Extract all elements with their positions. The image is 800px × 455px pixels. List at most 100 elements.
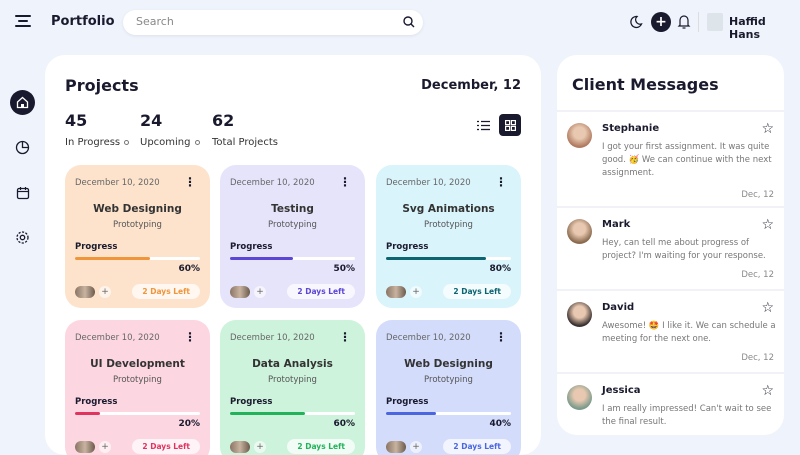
projects-date: December, 12 — [421, 78, 521, 93]
progress-label: Progress — [75, 397, 118, 407]
search-icon[interactable] — [403, 16, 415, 28]
more-options-icon[interactable]: ⋮ — [495, 330, 507, 344]
nav-calendar[interactable] — [10, 180, 35, 205]
days-left-badge: 2 Days Left — [287, 284, 355, 299]
team-avatars — [75, 441, 95, 453]
project-card[interactable]: December 10, 2020 ⋮ Testing Prototyping … — [220, 165, 365, 308]
more-options-icon[interactable]: ⋮ — [339, 175, 351, 189]
list-view-button[interactable] — [472, 114, 494, 136]
card-date: December 10, 2020 — [75, 178, 160, 188]
message-date: Dec, 12 — [741, 190, 774, 200]
avatar — [567, 123, 592, 148]
card-date: December 10, 2020 — [230, 333, 315, 343]
sender-name: Mark — [602, 219, 631, 230]
card-title: UI Development — [90, 358, 185, 370]
gear-icon — [16, 231, 29, 244]
progress-percent: 80% — [489, 264, 511, 274]
team-avatars — [75, 286, 95, 298]
grid-view-button[interactable] — [499, 114, 521, 136]
avatar — [567, 302, 592, 327]
message-item[interactable]: David ☆ Awesome! 🤩 I like it. We can sch… — [557, 289, 784, 372]
sender-name: Jessica — [602, 385, 641, 396]
stat-total: 62 Total Projects — [212, 111, 278, 149]
project-card[interactable]: December 10, 2020 ⋮ Web Designing Protot… — [65, 165, 210, 308]
more-options-icon[interactable]: ⋮ — [184, 175, 196, 189]
days-left-badge: 2 Days Left — [443, 284, 511, 299]
card-subtitle: Prototyping — [113, 375, 162, 385]
add-member-button[interactable]: + — [254, 286, 266, 298]
team-avatars — [386, 286, 406, 298]
nav-home[interactable] — [10, 90, 35, 115]
progress-label: Progress — [386, 397, 429, 407]
user-avatar[interactable] — [707, 13, 723, 31]
add-button[interactable]: + — [651, 12, 671, 32]
message-text: Awesome! 🤩 I like it. We can schedule a … — [602, 321, 776, 344]
card-subtitle: Prototyping — [424, 220, 473, 230]
project-card[interactable]: December 10, 2020 ⋮ Web Designing Protot… — [376, 320, 521, 455]
message-text: I am really impressed! Can't wait to see… — [602, 404, 772, 427]
card-subtitle: Prototyping — [268, 220, 317, 230]
project-card[interactable]: December 10, 2020 ⋮ Svg Animations Proto… — [376, 165, 521, 308]
stat-label: Total Projects — [212, 137, 278, 148]
more-options-icon[interactable]: ⋮ — [495, 175, 507, 189]
message-text: I got your first assignment. It was quit… — [602, 142, 772, 178]
progress-percent: 60% — [333, 419, 355, 429]
more-options-icon[interactable]: ⋮ — [339, 330, 351, 344]
add-member-button[interactable]: + — [410, 286, 422, 298]
sender-name: Stephanie — [602, 123, 660, 134]
stat-upcoming: 24 Upcoming — [140, 111, 200, 149]
project-card[interactable]: December 10, 2020 ⋮ UI Development Proto… — [65, 320, 210, 455]
avatar — [567, 385, 592, 410]
message-item[interactable]: Jessica ☆ I am really impressed! Can't w… — [557, 372, 784, 435]
more-options-icon[interactable]: ⋮ — [184, 330, 196, 344]
progress-bar — [230, 257, 355, 260]
card-title: Data Analysis — [252, 358, 333, 370]
nav-settings[interactable] — [10, 225, 35, 250]
app-title: Portfolio — [51, 14, 115, 29]
search-input[interactable]: Search — [123, 10, 423, 35]
add-member-button[interactable]: + — [99, 286, 111, 298]
search-placeholder: Search — [136, 15, 174, 28]
progress-percent: 20% — [178, 419, 200, 429]
bell-icon[interactable] — [677, 14, 691, 29]
star-icon[interactable]: ☆ — [761, 217, 774, 233]
top-bar: Portfolio Search + Haffid Hans — [0, 0, 800, 45]
days-left-badge: 2 Days Left — [132, 284, 200, 299]
progress-bar — [75, 412, 200, 415]
days-left-badge: 2 Days Left — [132, 439, 200, 454]
team-avatars — [230, 286, 250, 298]
project-card[interactable]: December 10, 2020 ⋮ Data Analysis Protot… — [220, 320, 365, 455]
stat-value: 24 — [140, 111, 163, 130]
progress-label: Progress — [230, 242, 273, 252]
card-title: Testing — [271, 203, 314, 215]
message-date: Dec, 12 — [741, 270, 774, 280]
user-name[interactable]: Haffid Hans — [729, 15, 766, 41]
team-avatars — [386, 441, 406, 453]
avatar — [567, 219, 592, 244]
progress-fill — [230, 257, 293, 260]
home-icon — [16, 96, 29, 109]
circle-icon — [194, 140, 200, 145]
star-icon[interactable]: ☆ — [761, 300, 774, 316]
nav-analytics[interactable] — [10, 135, 35, 160]
grid-icon — [504, 119, 516, 131]
star-icon[interactable]: ☆ — [761, 383, 774, 399]
add-member-button[interactable]: + — [410, 441, 422, 453]
client-messages-title: Client Messages — [572, 75, 719, 94]
list-icon — [476, 120, 490, 130]
message-item[interactable]: Mark ☆ Hey, can tell me about progress o… — [557, 206, 784, 289]
star-icon[interactable]: ☆ — [761, 121, 774, 137]
moon-icon[interactable] — [629, 15, 643, 29]
add-member-button[interactable]: + — [254, 441, 266, 453]
progress-fill — [386, 412, 436, 415]
card-subtitle: Prototyping — [424, 375, 473, 385]
progress-label: Progress — [75, 242, 118, 252]
card-date: December 10, 2020 — [75, 333, 160, 343]
progress-label: Progress — [386, 242, 429, 252]
menu-icon[interactable] — [15, 15, 31, 29]
add-member-button[interactable]: + — [99, 441, 111, 453]
client-messages-panel: Client Messages Stephanie ☆ I got your f… — [557, 55, 784, 435]
progress-percent: 50% — [333, 264, 355, 274]
progress-fill — [386, 257, 486, 260]
message-item[interactable]: Stephanie ☆ I got your first assignment.… — [557, 110, 784, 206]
